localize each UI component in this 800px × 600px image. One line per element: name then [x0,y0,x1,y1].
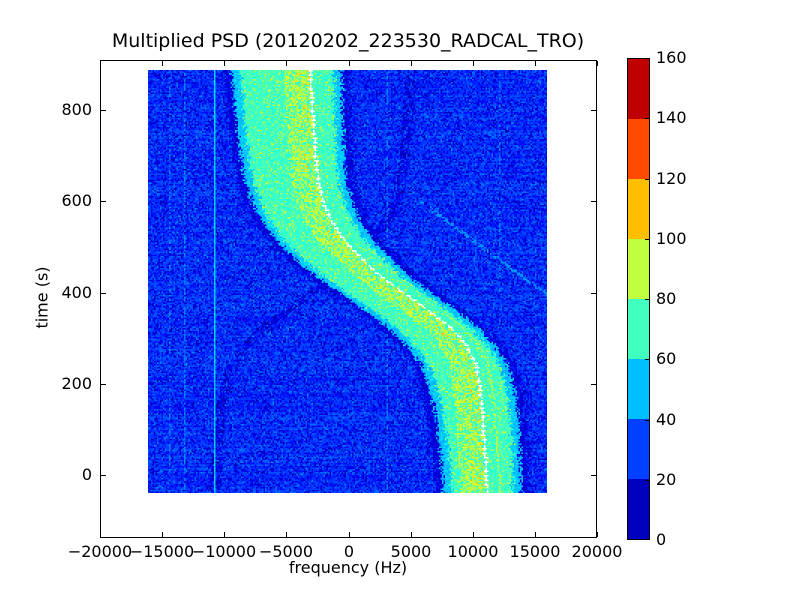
colorbar-segment [628,118,649,179]
x-tick-top [100,61,101,66]
colorbar-tick-label: 120 [656,169,687,188]
y-tick-label: 200 [61,374,92,393]
x-tick [100,532,101,537]
x-tick-top [535,61,536,66]
colorbar-segment [628,418,649,479]
colorbar-tick [645,118,649,119]
colorbar-tick [645,299,649,300]
x-tick [162,532,163,537]
y-tick-label: 600 [61,191,92,210]
x-tick-label: −20000 [67,542,133,561]
x-tick-top [162,61,163,66]
y-tick-right [591,110,596,111]
y-axis-label: time (s) [32,266,52,329]
x-tick [597,532,598,537]
colorbar-tick [645,179,649,180]
colorbar-segment [628,298,649,359]
x-tick-label: −15000 [129,542,195,561]
plot-title: Multiplied PSD (20120202_223530_RADCAL_T… [111,30,585,52]
spectrogram-image [148,70,547,493]
y-tick-label: 0 [81,465,92,484]
colorbar-segment [628,58,649,119]
x-tick-label: −5000 [258,542,314,561]
colorbar-tick-label: 160 [656,48,687,67]
x-tick [535,532,536,537]
y-tick-label: 800 [61,100,92,119]
colorbar-tick-label: 60 [656,349,677,368]
colorbar-tick [645,359,649,360]
colorbar-segment [628,238,649,299]
x-tick-label: 15000 [509,542,561,561]
colorbar-segment [628,178,649,239]
x-tick-top [597,61,598,66]
y-tick-right [591,475,596,476]
x-tick-label: 10000 [447,542,499,561]
colorbar-tick-label: 20 [656,470,677,489]
x-tick-top [473,61,474,66]
colorbar-tick-label: 0 [656,530,667,549]
x-tick-label: 5000 [390,542,432,561]
x-tick-top [411,61,412,66]
x-axis-label: frequency (Hz) [288,558,408,577]
colorbar-tick [645,239,649,240]
y-tick [101,110,106,111]
x-tick [286,532,287,537]
x-tick-label: 0 [343,542,355,561]
x-tick-top [349,61,350,66]
x-tick-label: 20000 [571,542,623,561]
colorbar-tick [645,480,649,481]
x-tick [411,532,412,537]
x-tick [224,532,225,537]
y-tick [101,293,106,294]
colorbar-segment [628,358,649,419]
y-tick [101,475,106,476]
y-tick [101,384,106,385]
y-tick [101,201,106,202]
y-tick-right [591,293,596,294]
colorbar-tick-label: 100 [656,229,687,248]
x-tick-top [286,61,287,66]
colorbar-segment [628,478,649,539]
colorbar-tick-label: 40 [656,410,677,429]
colorbar-tick [645,420,649,421]
y-tick-right [591,384,596,385]
x-tick [349,532,350,537]
y-tick-right [591,201,596,202]
colorbar-tick-label: 80 [656,289,677,308]
x-tick-label: −10000 [191,542,257,561]
y-tick-label: 400 [61,283,92,302]
x-tick-top [224,61,225,66]
x-tick [473,532,474,537]
colorbar-tick-label: 140 [656,108,687,127]
colorbar [627,58,650,540]
